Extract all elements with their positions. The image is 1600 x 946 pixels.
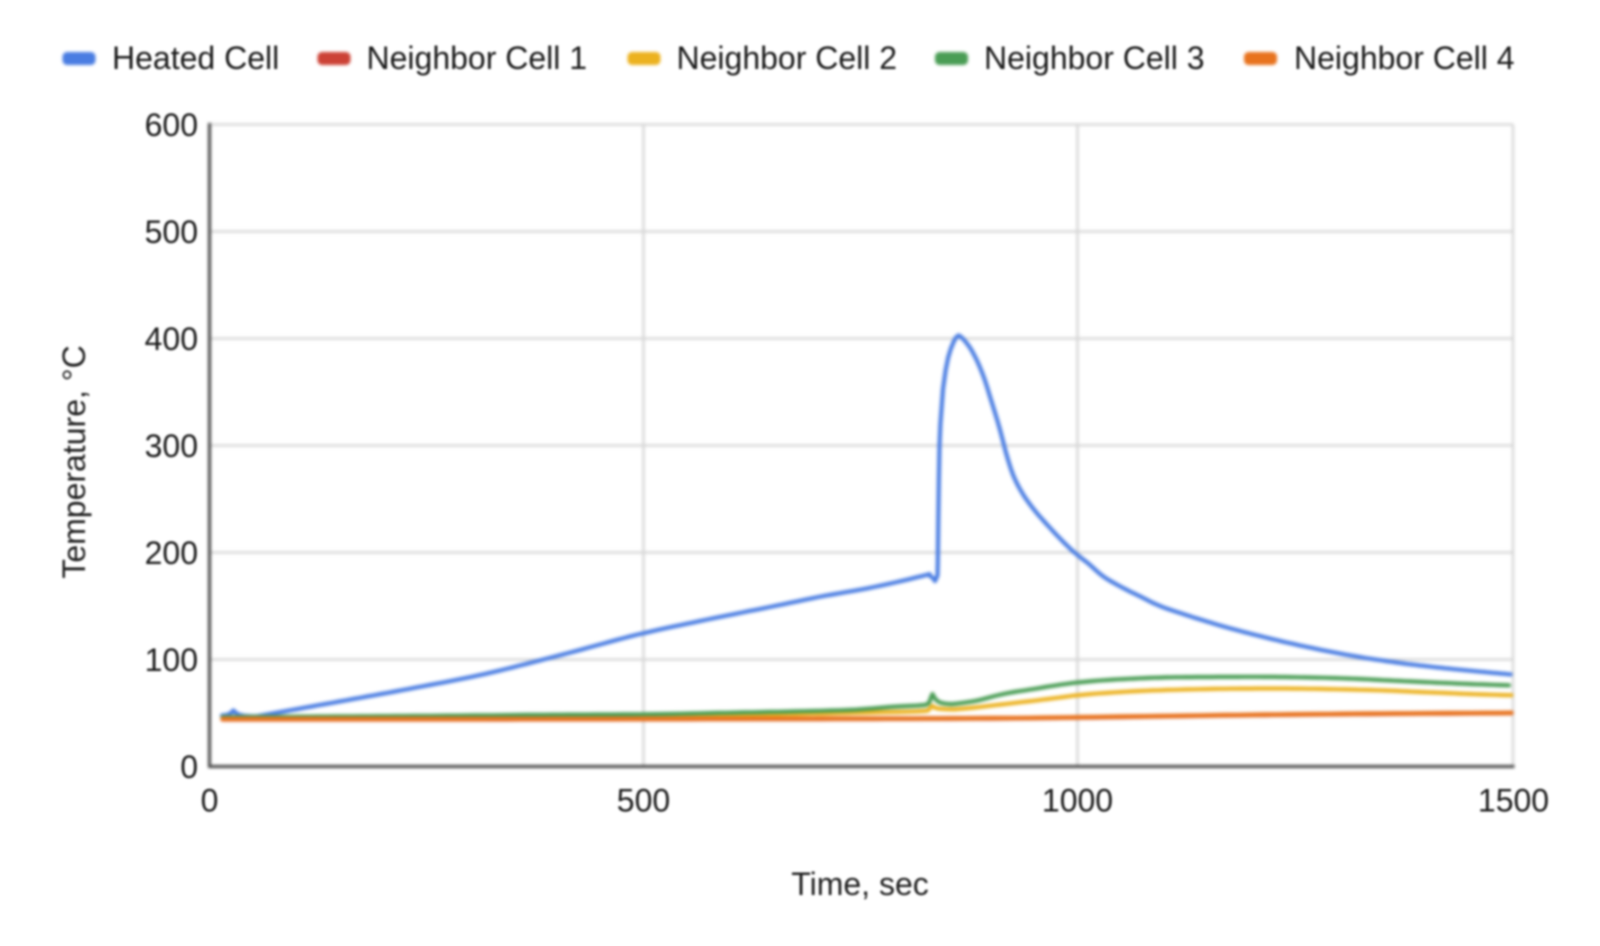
svg-text:Neighbor Cell 4: Neighbor Cell 4 (1294, 40, 1515, 76)
svg-text:0: 0 (201, 783, 219, 819)
svg-text:1000: 1000 (1042, 783, 1113, 819)
svg-text:0: 0 (180, 749, 198, 785)
svg-text:400: 400 (145, 321, 198, 357)
svg-text:200: 200 (145, 535, 198, 571)
svg-text:500: 500 (145, 214, 198, 250)
svg-text:Heated Cell: Heated Cell (112, 40, 279, 76)
svg-text:Neighbor Cell 3: Neighbor Cell 3 (984, 40, 1205, 76)
svg-text:Temperature, °C: Temperature, °C (56, 345, 92, 578)
svg-text:600: 600 (145, 107, 198, 143)
svg-text:Neighbor Cell 2: Neighbor Cell 2 (677, 40, 898, 76)
svg-text:500: 500 (617, 783, 670, 819)
svg-text:100: 100 (145, 642, 198, 678)
svg-text:300: 300 (145, 428, 198, 464)
svg-text:Neighbor Cell 1: Neighbor Cell 1 (367, 40, 588, 76)
svg-text:Time, sec: Time, sec (791, 866, 929, 902)
svg-text:1500: 1500 (1478, 783, 1549, 819)
